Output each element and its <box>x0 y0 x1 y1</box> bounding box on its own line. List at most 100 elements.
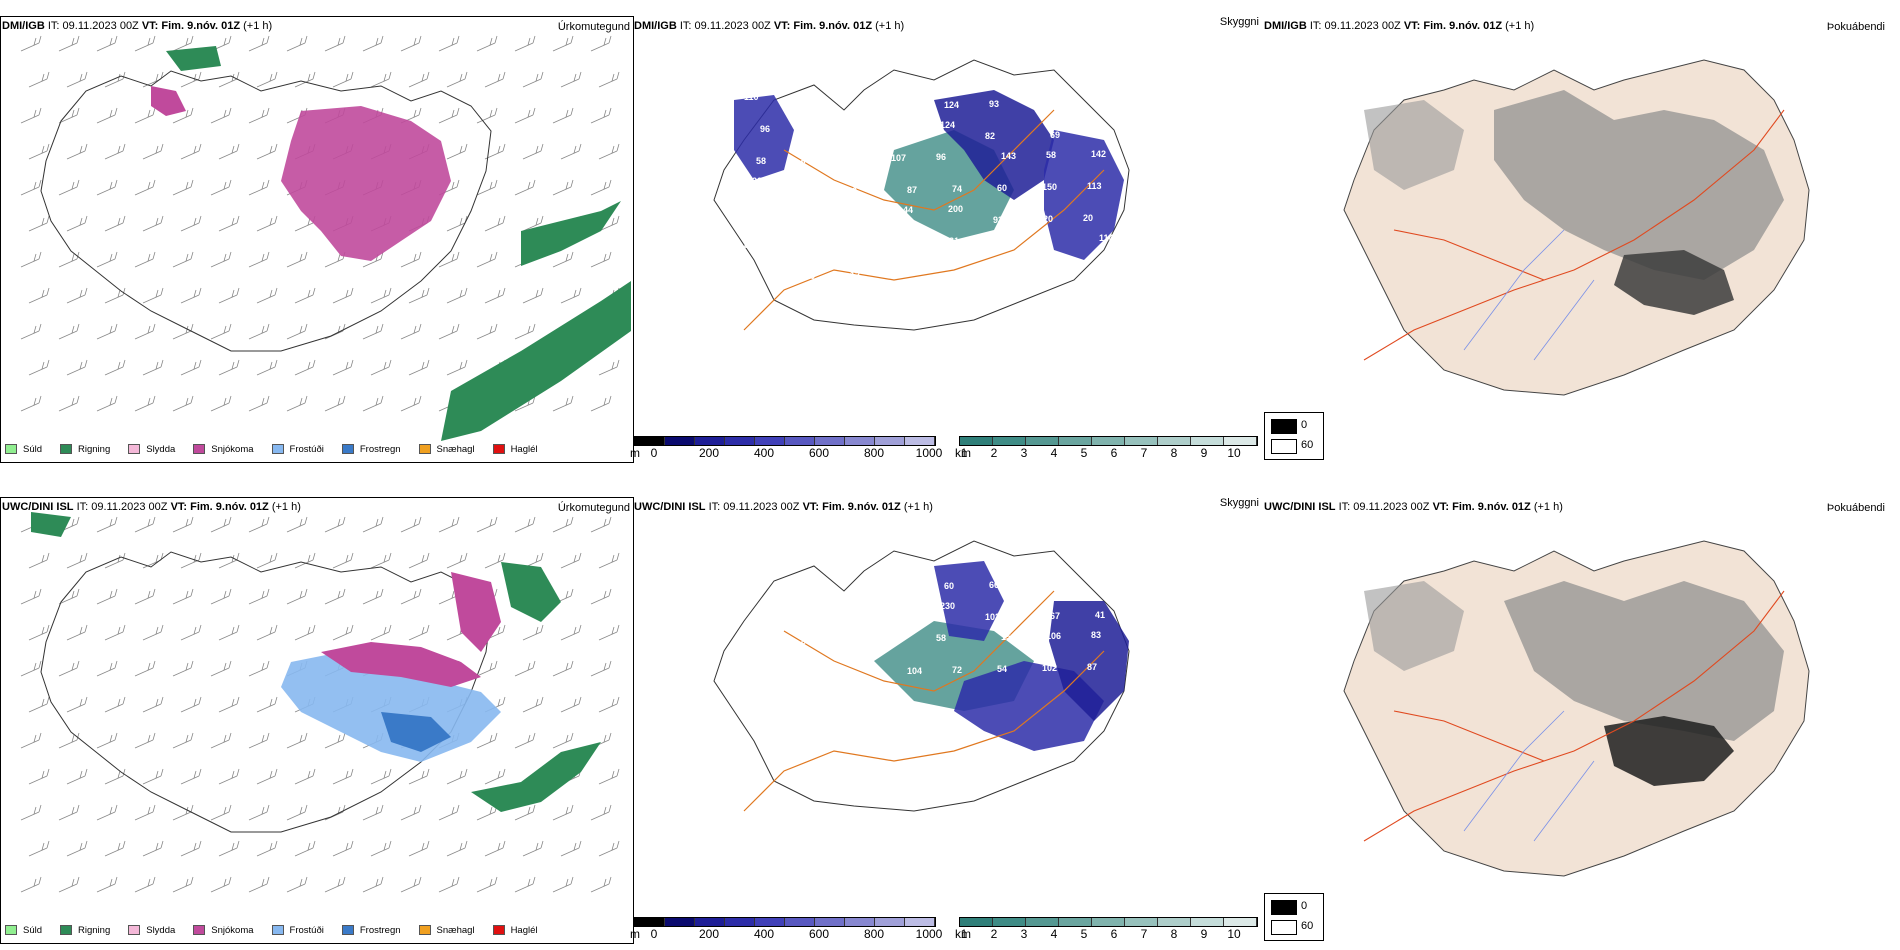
wind-barb <box>180 840 202 857</box>
it-label: IT: <box>47 20 60 32</box>
wind-barb <box>248 804 270 821</box>
colorbar-tick: 200 <box>698 446 720 460</box>
wind-barb <box>20 323 42 340</box>
wind-barb <box>28 696 50 713</box>
precip-legend-top: Súld Rigning Slydda Snjókoma Frostúði Frostre… <box>5 440 629 458</box>
visibility-value-label: 140 <box>989 235 1004 245</box>
colorbar-cell <box>1191 437 1224 445</box>
wind-barb <box>560 143 582 160</box>
wind-barb <box>96 35 118 52</box>
wind-barb <box>180 359 202 376</box>
wind-barb <box>332 624 354 641</box>
colorbar-ticks: 1 2 3 4 5 6 7 8 9 10 <box>959 927 1259 943</box>
vt-label: VT: <box>773 20 791 32</box>
visibility-value-label: 44 <box>903 205 913 215</box>
wind-barb <box>66 552 88 569</box>
wind-barb <box>286 35 308 52</box>
wind-barb <box>248 107 270 124</box>
colorbar-cell <box>1092 437 1125 445</box>
visibility-value-label: 143 <box>1001 151 1016 161</box>
wind-barb <box>514 179 536 196</box>
legend-item-1: Rigning <box>60 444 110 455</box>
wind-barb <box>20 35 42 52</box>
lead-time: (+1 h) <box>1533 501 1563 513</box>
legend-swatch <box>5 444 17 454</box>
legend-swatch <box>341 444 354 454</box>
wind-barb <box>66 287 88 304</box>
wind-barb <box>28 287 50 304</box>
wind-barb <box>590 395 612 412</box>
visibility-value-label: 136 <box>899 237 914 247</box>
visibility-value-label: 66 <box>989 580 999 590</box>
visibility-value-label: 112 <box>805 123 820 133</box>
wind-barb <box>28 359 50 376</box>
model-name: DMI/IGB <box>634 20 677 32</box>
wind-barb <box>66 840 88 857</box>
wind-barb <box>438 251 460 268</box>
wind-barb <box>446 359 468 376</box>
fog-legend-swatch <box>1271 439 1297 454</box>
wind-barb <box>256 768 278 785</box>
colorbar-ticks: 1 2 3 4 5 6 7 8 9 10 <box>959 446 1259 462</box>
wind-barb <box>256 696 278 713</box>
wind-barb <box>218 215 240 232</box>
it-label: IT: <box>76 501 89 513</box>
vis-value-labels: 110 114 99 100 124 93 129 150 96 112 133 99 124 82 69 7… <box>744 92 1114 281</box>
wind-barb <box>172 516 194 533</box>
vis-title-top: DMI/IGB IT: 09.11.2023 00Z VT: Fim. 9.nó… <box>634 20 904 32</box>
roads <box>743 109 1105 331</box>
colorbar-tick: 4 <box>1050 927 1058 941</box>
visibility-value-label: 93 <box>993 215 1003 225</box>
legend-item-7: Haglél <box>492 925 538 936</box>
colorbar-tick: 800 <box>863 446 885 460</box>
wind-barb <box>514 732 536 749</box>
wind-barb <box>552 35 574 52</box>
legend-swatch <box>128 925 141 935</box>
wind-barb <box>256 143 278 160</box>
wind-barb <box>522 215 544 232</box>
wind-barb <box>210 516 232 533</box>
colorbar-unit: km <box>955 927 971 941</box>
wind-barb <box>400 251 422 268</box>
wind-barb <box>324 876 346 893</box>
visibility-value-label: 106 <box>1046 631 1061 641</box>
it-value: 09.11.2023 00Z <box>1353 501 1430 513</box>
colorbar-cell <box>725 437 755 445</box>
wind-barb <box>522 696 544 713</box>
wind-barb <box>142 143 164 160</box>
visibility-value-label: 93 <box>744 573 754 583</box>
fog-title-top: DMI/IGB IT: 09.11.2023 00Z VT: Fim. 9.nó… <box>1264 20 1534 32</box>
wind-barb <box>590 107 612 124</box>
legend-swatch <box>341 925 354 935</box>
visibility-value-label: 87 <box>899 582 909 592</box>
legend-label: Frostúði <box>289 443 324 455</box>
blue-area-2 <box>1049 601 1129 721</box>
visibility-value-label: 200 <box>948 204 963 214</box>
wind-barb <box>180 71 202 88</box>
legend-swatch <box>418 444 431 454</box>
lead-time: (+1 h) <box>243 20 273 32</box>
wind-barb <box>476 876 498 893</box>
wind-barb <box>408 71 430 88</box>
wind-barb <box>598 215 620 232</box>
wind-barb <box>400 35 422 52</box>
fog-legend-swatch <box>1271 900 1297 915</box>
lead-time: (+1 h) <box>271 501 301 513</box>
visibility-value-label: 60 <box>805 604 815 614</box>
visibility-value-label: 100 <box>842 186 857 196</box>
visibility-value-label: 102 <box>985 612 1000 622</box>
wind-barb <box>248 35 270 52</box>
visibility-colorbar-top: km 1 2 3 4 5 6 7 8 9 10 <box>955 436 1259 466</box>
wind-barb <box>552 395 574 412</box>
visibility-value-label: 133 <box>850 122 865 132</box>
visibility-value-label: 58 <box>1046 150 1056 160</box>
colorbar-ticks: 0 200 400 600 800 1000 <box>634 446 943 462</box>
wind-barb <box>142 840 164 857</box>
wind-barb <box>28 215 50 232</box>
visibility-value-label: 53 <box>809 584 819 594</box>
legend-label: Frostúði <box>289 924 324 936</box>
wind-barb <box>96 251 118 268</box>
wind-barb <box>180 215 202 232</box>
wind-barb <box>134 876 156 893</box>
precip-title-top: DMI/IGB IT: 09.11.2023 00Z VT: Fim. 9.nó… <box>2 20 272 32</box>
